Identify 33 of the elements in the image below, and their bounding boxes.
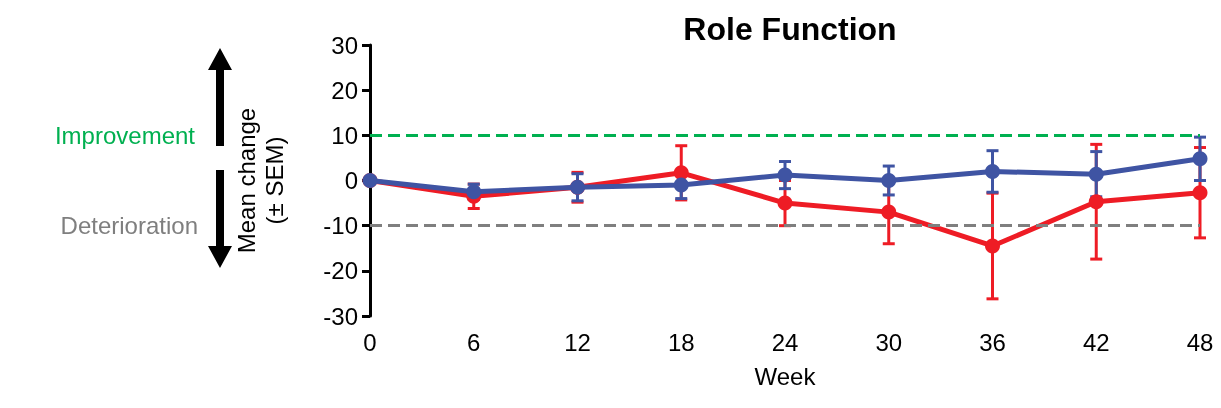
y-tick-label: 10 — [331, 121, 358, 149]
x-tick-label: 0 — [363, 328, 377, 356]
point — [881, 173, 897, 188]
y-tick-label: -10 — [323, 212, 358, 240]
y-tick-label: 20 — [331, 76, 358, 104]
ref-line-label: Deterioration — [60, 212, 198, 240]
chart-title: Role Function — [683, 11, 897, 47]
x-tick-label: 6 — [467, 328, 481, 356]
point — [1192, 185, 1208, 201]
y-tick-label: -20 — [323, 257, 358, 285]
x-axis-title: Week — [754, 362, 817, 390]
y-tick-label: -30 — [323, 302, 358, 330]
point — [985, 163, 1000, 179]
x-tick-label: 18 — [667, 328, 695, 356]
point — [777, 167, 793, 183]
point — [1088, 166, 1104, 182]
y-tick-label: 30 — [331, 31, 358, 59]
point — [1192, 151, 1208, 167]
x-tick-label: 48 — [1186, 328, 1214, 356]
point — [985, 238, 1000, 254]
x-tick-label: 36 — [979, 328, 1006, 356]
x-tick-label: 12 — [564, 328, 591, 356]
point — [881, 204, 897, 220]
x-tick-label: 42 — [1082, 328, 1110, 356]
point — [673, 165, 689, 181]
x-tick-label: 24 — [771, 328, 799, 356]
y-axis-title: Mean change (± SEM) — [232, 107, 288, 254]
x-tick-label: 30 — [875, 328, 903, 356]
point — [673, 177, 689, 193]
point — [777, 195, 793, 211]
point — [1088, 194, 1104, 210]
ref-line-label: Improvement — [54, 121, 196, 149]
y-tick-label: 0 — [344, 167, 358, 194]
